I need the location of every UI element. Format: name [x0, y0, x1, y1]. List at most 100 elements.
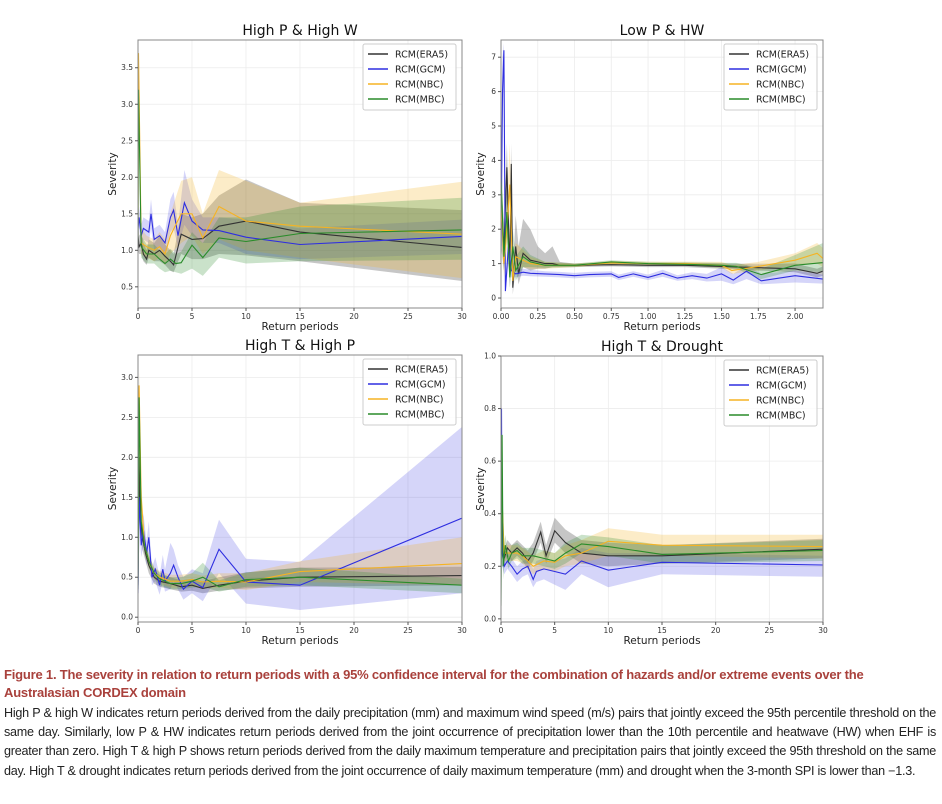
y-tick-label: 1.0 — [121, 533, 133, 542]
y-tick-label: 0.4 — [484, 509, 496, 518]
series-line-rcmnbc — [138, 53, 462, 256]
x-axis-label: Return periods — [623, 321, 700, 333]
x-tick-label: 20 — [349, 312, 359, 321]
x-axis-label: Return periods — [623, 635, 700, 647]
series-line-rcmmbc — [501, 434, 823, 606]
y-tick-label: 3 — [491, 190, 496, 199]
ci-band-rcmnbc — [138, 369, 462, 590]
x-tick-label: 30 — [818, 626, 828, 635]
series-line-rcmmbc — [501, 177, 823, 278]
legend-label: RCM(MBC) — [756, 95, 806, 106]
x-tick-label: 0 — [136, 626, 141, 635]
plot-area — [501, 403, 823, 611]
chart-2: 0.00 0.25 0.50 0.75 1.00 1.25 1.50 1.75 2.00 0 1 2 3… — [475, 23, 824, 333]
y-tick-label: 2 — [491, 225, 496, 234]
y-tick-label: 0.0 — [121, 613, 133, 622]
plot-area — [501, 43, 823, 295]
legend-frame — [723, 359, 818, 427]
legend-label: RCM(NBC) — [756, 396, 804, 407]
x-tick-label: 30 — [457, 312, 467, 321]
x-tick-label: 10 — [604, 626, 614, 635]
x-tick-label: 0 — [136, 312, 141, 321]
x-tick-label: 30 — [457, 626, 467, 635]
legend-label: RCM(NBC) — [395, 80, 443, 91]
y-tick-label: 2.5 — [121, 136, 133, 145]
y-tick-label: 2.0 — [121, 453, 133, 462]
y-tick-label: 0.8 — [484, 404, 496, 413]
series-line-rcmgcm — [501, 50, 823, 292]
legend-label: RCM(MBC) — [756, 411, 806, 422]
y-axis-label: Severity — [475, 152, 487, 195]
ci-band-rcmgcm — [138, 426, 462, 610]
y-tick-label: 1.0 — [121, 246, 133, 255]
legend-label: RCM(NBC) — [395, 395, 443, 406]
legend: RCM(ERA5) RCM(GCM) RCM(NBC) RCM(MBC) — [362, 358, 457, 426]
ci-band-rcmgcm — [138, 170, 462, 260]
series-line-rcmmbc — [138, 397, 462, 590]
ci-band-rcmera5 — [501, 517, 823, 569]
x-axis-label: Return periods — [261, 635, 338, 647]
chart-3: 0 5 10 15 20 25 30 0.0 0.5 1.0 1.5 2.0 2.5 3.0 High T … — [107, 338, 467, 647]
y-tick-label: 7 — [491, 53, 496, 62]
x-tick-label: 1.50 — [713, 312, 730, 321]
x-tick-label: 20 — [349, 626, 359, 635]
caption-title: Figure 1. The severity in relation to re… — [4, 667, 864, 700]
y-tick-label: 5 — [491, 122, 496, 131]
x-tick-label: 10 — [241, 626, 251, 635]
axes-frame — [500, 39, 824, 309]
plot-area — [138, 369, 462, 610]
y-tick-label: 4 — [491, 156, 496, 165]
x-axis-label: Return periods — [261, 321, 338, 333]
chart-1: 0 5 10 15 20 25 30 0.5 1.0 1.5 2.0 2.5 3.0 3.5 High P … — [107, 23, 467, 333]
x-tick-label: 5 — [190, 312, 195, 321]
legend: RCM(ERA5) RCM(GCM) RCM(NBC) RCM(MBC) — [723, 359, 818, 427]
legend-label: RCM(MBC) — [395, 95, 445, 106]
chart-title: High T & Drought — [601, 339, 723, 355]
chart-title: High T & High P — [245, 338, 355, 354]
x-tick-label: 25 — [403, 312, 413, 321]
y-tick-label: 0.0 — [484, 614, 496, 623]
x-tick-label: 0.75 — [603, 312, 620, 321]
legend-label: RCM(ERA5) — [395, 365, 448, 376]
legend-label: RCM(GCM) — [756, 65, 807, 76]
x-tick-label: 0.50 — [566, 312, 583, 321]
figure-panels: 0 5 10 15 20 25 30 0.5 1.0 1.5 2.0 2.5 3.0 3.5 High P … — [107, 23, 828, 647]
y-tick-label: 0 — [491, 294, 496, 303]
x-tick-label: 15 — [295, 312, 305, 321]
ci-band-rcmgcm — [501, 403, 823, 590]
y-tick-label: 3.5 — [121, 63, 133, 72]
legend-label: RCM(GCM) — [756, 381, 807, 392]
chart-4: 0 5 10 15 20 25 30 0.0 0.2 0.4 0.6 0.8 1.0 High T & D… — [475, 339, 828, 647]
legend-label: RCM(ERA5) — [756, 50, 809, 61]
ci-band-rcmera5 — [138, 179, 462, 281]
series-line-rcmmbc — [138, 89, 462, 265]
legend-frame — [362, 358, 457, 426]
legend-frame — [362, 43, 457, 111]
figure-caption: Figure 1. The severity in relation to re… — [4, 666, 936, 781]
y-axis-label: Severity — [475, 467, 487, 510]
y-tick-label: 1.0 — [484, 352, 496, 361]
y-tick-label: 1.5 — [121, 493, 133, 502]
legend-label: RCM(GCM) — [395, 65, 446, 76]
y-axis-label: Severity — [107, 152, 119, 195]
x-tick-label: 1.75 — [750, 312, 767, 321]
chart-title: Low P & HW — [620, 23, 705, 39]
y-tick-label: 2.0 — [121, 173, 133, 182]
y-tick-label: 3.0 — [121, 100, 133, 109]
x-tick-label: 0 — [499, 626, 504, 635]
x-tick-label: 25 — [403, 626, 413, 635]
y-tick-label: 0.6 — [484, 457, 496, 466]
legend: RCM(ERA5) RCM(GCM) RCM(NBC) RCM(MBC) — [362, 43, 457, 111]
y-tick-label: 3.0 — [121, 373, 133, 382]
y-tick-label: 1.5 — [121, 209, 133, 218]
series-line-rcmera5 — [138, 220, 462, 267]
x-tick-label: 1.25 — [676, 312, 693, 321]
x-tick-label: 5 — [552, 626, 557, 635]
legend-label: RCM(NBC) — [756, 80, 804, 91]
x-tick-label: 2.00 — [787, 312, 804, 321]
chart-title: High P & High W — [242, 23, 358, 39]
plot-area — [138, 49, 462, 281]
ci-band-rcmmbc — [138, 82, 462, 276]
x-tick-label: 15 — [657, 626, 667, 635]
